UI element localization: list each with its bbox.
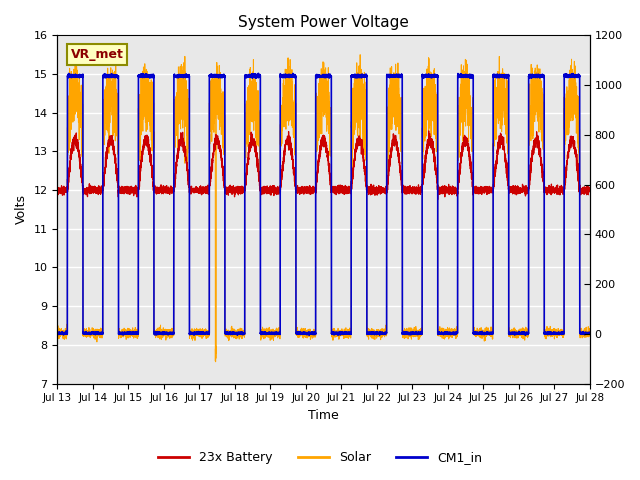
Title: System Power Voltage: System Power Voltage	[238, 15, 409, 30]
Y-axis label: Volts: Volts	[15, 194, 28, 225]
Legend: 23x Battery, Solar, CM1_in: 23x Battery, Solar, CM1_in	[153, 446, 487, 469]
Text: VR_met: VR_met	[70, 48, 124, 61]
X-axis label: Time: Time	[308, 409, 339, 422]
